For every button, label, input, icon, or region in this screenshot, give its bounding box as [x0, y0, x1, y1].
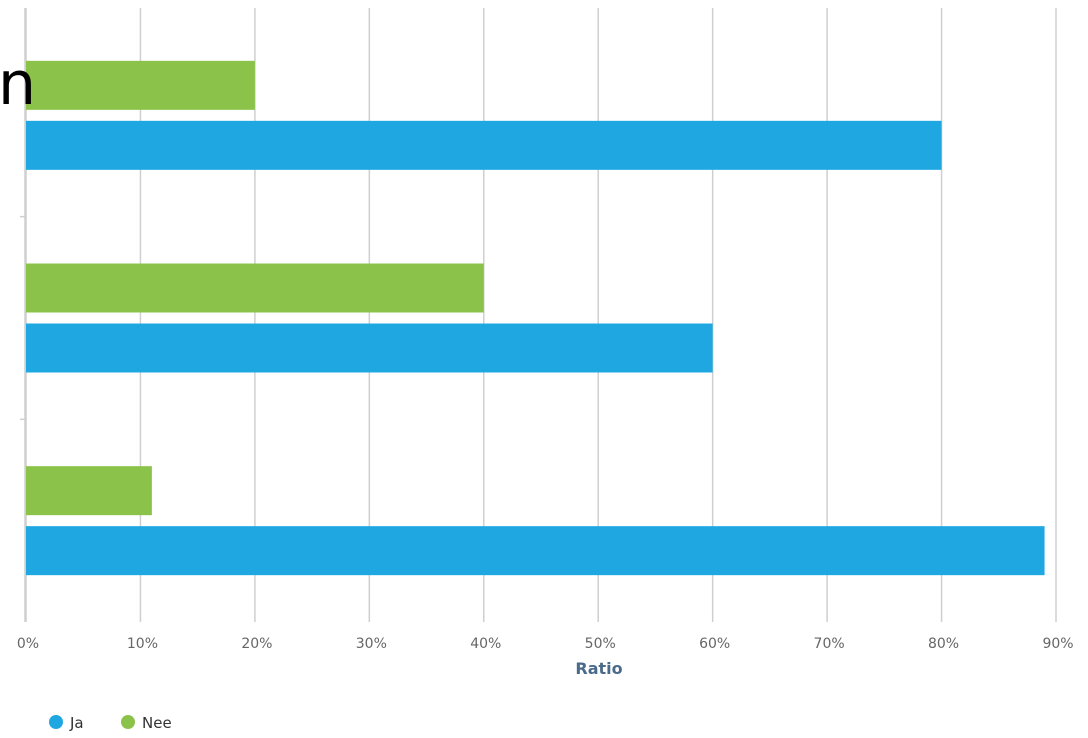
legend-marker-nee	[121, 715, 135, 729]
bar-nee	[26, 60, 255, 110]
legend-label-ja: Ja	[69, 714, 84, 732]
x-tick-label: 10%	[127, 636, 158, 652]
bar-nee	[26, 466, 152, 516]
bar-ja	[26, 526, 1045, 576]
bar-ja	[26, 120, 942, 170]
x-tick-label: 40%	[470, 636, 501, 652]
x-tick-label: 60%	[699, 636, 730, 652]
x-tick-label: 20%	[241, 636, 272, 652]
legend-marker-ja	[49, 715, 63, 729]
legend-label-nee: Nee	[142, 714, 172, 732]
x-tick-label: 70%	[814, 636, 845, 652]
x-tick-label: 90%	[1042, 636, 1073, 652]
overlay-text: n	[0, 49, 36, 119]
bars	[26, 60, 1045, 576]
x-tick-label: 80%	[928, 636, 959, 652]
x-tick-label: 0%	[17, 636, 39, 652]
x-axis: 0% 10% 20% 30% 40% 50% 60% 70% 80% 90%	[17, 8, 1074, 652]
x-tick-label: 50%	[585, 636, 616, 652]
x-tick-label: 30%	[356, 636, 387, 652]
bar-ja	[26, 323, 713, 373]
legend: Ja Nee	[49, 714, 172, 732]
bar-nee	[26, 263, 484, 313]
x-axis-title: Ratio	[575, 659, 622, 678]
gridlines	[25, 8, 1057, 622]
